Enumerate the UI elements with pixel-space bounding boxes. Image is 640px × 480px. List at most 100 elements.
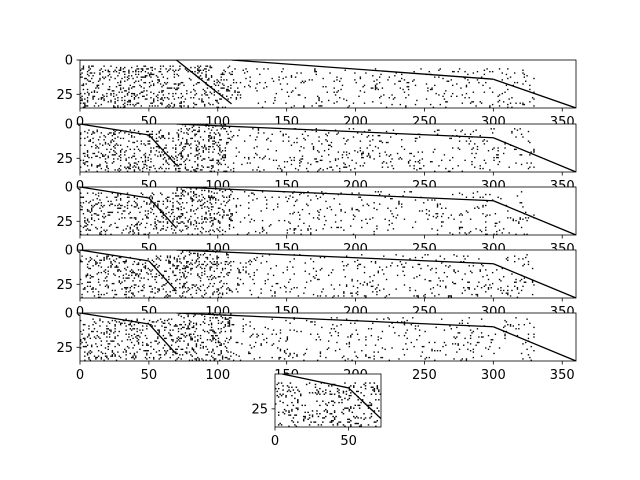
- heatmap-cell: [128, 336, 130, 338]
- heatmap-cell: [460, 87, 462, 89]
- heatmap-cell: [282, 77, 284, 80]
- heatmap-cell: [355, 208, 357, 211]
- heatmap-cell: [505, 258, 508, 260]
- heatmap-cell: [209, 282, 211, 285]
- heatmap-cell: [423, 295, 425, 297]
- heatmap-cell: [202, 151, 204, 153]
- heatmap-cell: [198, 130, 200, 133]
- heatmap-cell: [326, 167, 328, 170]
- heatmap-cell: [367, 328, 370, 330]
- heatmap-cell: [159, 221, 162, 223]
- heatmap-cell: [190, 252, 192, 255]
- heatmap-cell: [181, 292, 184, 294]
- heatmap-cell: [195, 292, 198, 294]
- heatmap-cell: [86, 151, 89, 153]
- heatmap-cell: [378, 410, 380, 412]
- heatmap-cell: [92, 287, 94, 289]
- heatmap-cell: [440, 262, 443, 264]
- heatmap-cell: [208, 97, 210, 99]
- heatmap-cell: [227, 88, 229, 91]
- heatmap-cell: [126, 277, 129, 279]
- heatmap-cell: [175, 323, 177, 326]
- axes-frame: [79, 123, 577, 173]
- heatmap-cell: [194, 134, 196, 137]
- heatmap-cell: [103, 139, 105, 141]
- heatmap-cell: [162, 94, 165, 96]
- heatmap-cell: [166, 196, 169, 198]
- heatmap-cell: [299, 162, 301, 164]
- heatmap-cell: [166, 81, 169, 84]
- heatmap-cell: [197, 233, 199, 235]
- heatmap-cell: [102, 144, 104, 146]
- heatmap-cell: [323, 224, 326, 226]
- heatmap-cell: [221, 355, 224, 357]
- heatmap-cell: [195, 188, 198, 190]
- heatmap-cell: [187, 315, 189, 318]
- heatmap-cell: [172, 208, 174, 211]
- heatmap-cell: [133, 295, 136, 297]
- heatmap-cell: [228, 271, 231, 274]
- heatmap-cell: [209, 319, 211, 322]
- heatmap-cell: [334, 158, 337, 160]
- heatmap-cell: [507, 259, 509, 261]
- heatmap-cell: [350, 394, 352, 397]
- heatmap-cell: [378, 389, 380, 391]
- heatmap-cell: [527, 140, 530, 142]
- heatmap-cell: [194, 252, 196, 255]
- heatmap-cell: [140, 206, 142, 208]
- heatmap-cell: [125, 167, 127, 170]
- heatmap-cell: [230, 130, 232, 133]
- heatmap-cell: [106, 340, 108, 342]
- heatmap-cell: [286, 91, 289, 93]
- heatmap-cell: [199, 230, 202, 233]
- heatmap-cell: [179, 65, 181, 67]
- heatmap-cell: [157, 232, 159, 234]
- heatmap-cell: [114, 274, 116, 277]
- heatmap-cell: [329, 72, 331, 74]
- heatmap-cell: [107, 273, 109, 275]
- heatmap-cell: [107, 255, 109, 257]
- heatmap-cell: [291, 410, 293, 412]
- heatmap-cell: [201, 218, 203, 220]
- heatmap-cell: [396, 321, 399, 323]
- heatmap-cell: [118, 256, 120, 259]
- heatmap-cell: [498, 278, 501, 281]
- heatmap-cell: [230, 73, 232, 76]
- heatmap-cell: [280, 382, 283, 384]
- heatmap-cell: [175, 167, 177, 170]
- heatmap-cell: [235, 354, 238, 356]
- heatmap-cell: [498, 68, 501, 70]
- heatmap-cell: [485, 215, 487, 218]
- heatmap-cell: [115, 70, 118, 73]
- heatmap-cell: [114, 325, 116, 327]
- heatmap-cell: [210, 136, 213, 138]
- heatmap-cell: [96, 130, 98, 133]
- heatmap-cell: [350, 392, 352, 394]
- heatmap-cell: [107, 211, 109, 214]
- heatmap-cell: [369, 417, 371, 419]
- heatmap-cell: [216, 260, 218, 263]
- heatmap-cell: [410, 191, 413, 193]
- heatmap-cell: [283, 358, 286, 360]
- heatmap-cell: [130, 319, 133, 322]
- heatmap-cell: [212, 277, 214, 279]
- heatmap-cell: [99, 72, 101, 74]
- heatmap-cell: [476, 145, 479, 148]
- heatmap-cell: [172, 65, 174, 67]
- heatmap-cell: [358, 210, 360, 212]
- heatmap-cell: [391, 197, 393, 200]
- heatmap-cell: [172, 204, 174, 207]
- heatmap-cell: [228, 323, 231, 326]
- heatmap-cell: [220, 328, 222, 330]
- heatmap-cell: [217, 159, 220, 162]
- heatmap-cell: [111, 282, 114, 285]
- heatmap-cell: [217, 354, 220, 356]
- heatmap-cell: [502, 228, 505, 230]
- heatmap-cell: [197, 254, 199, 256]
- heatmap-cell: [217, 163, 220, 166]
- heatmap-cell: [166, 256, 169, 259]
- heatmap-cell: [192, 102, 195, 104]
- y-tick-label: 25: [56, 278, 73, 293]
- heatmap-cell: [469, 102, 472, 104]
